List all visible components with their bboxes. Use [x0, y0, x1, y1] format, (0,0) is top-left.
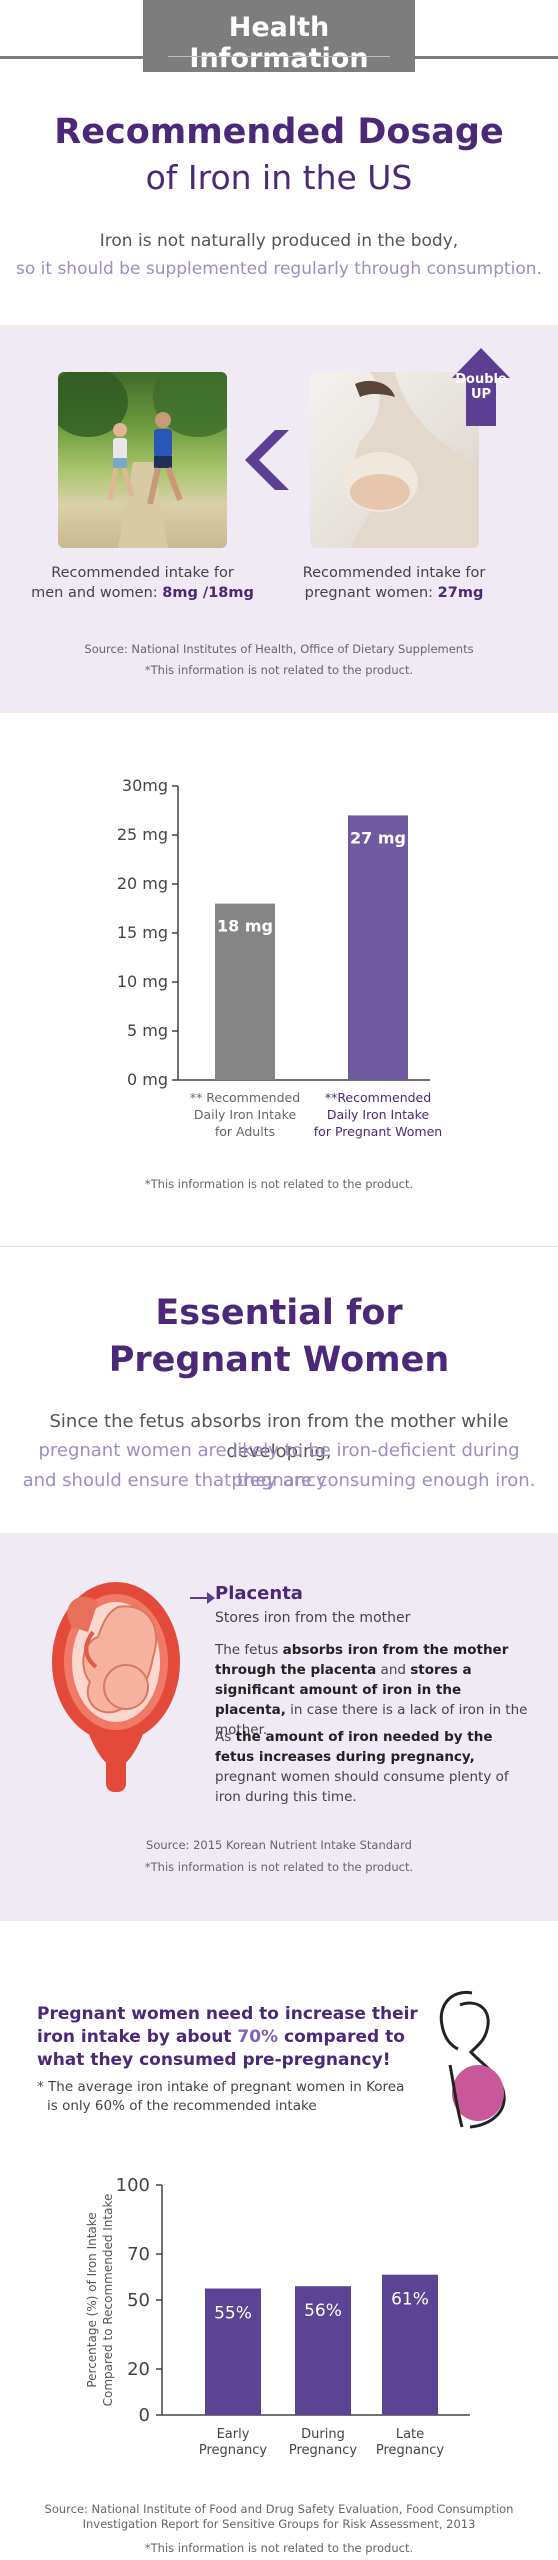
adult-caption-line2: men and women: 8mg /18mg	[31, 585, 254, 601]
pregnancy-iron-chart: 0 20 50 70 100 55% Early Pregnancy 56% During Preg…	[0, 2160, 558, 2480]
pregnant-woman-photo	[310, 372, 479, 548]
header-tab	[143, 0, 415, 72]
chart1-bar	[215, 903, 275, 1080]
pregnant-silhouette-icon	[420, 1985, 520, 2130]
chart2-y-tick-label: 0	[139, 2405, 150, 2426]
chart1-bar	[348, 815, 408, 1080]
placenta-pointer-arrow-icon	[207, 1592, 215, 1604]
increase-source-line1: Source: National Institute of Food and D…	[44, 2502, 514, 2516]
chart1-y-tick-label: 30mg	[122, 776, 168, 795]
placenta-pointer	[190, 1597, 212, 1599]
chart2-data-label: 55%	[214, 2304, 252, 2324]
placenta-subtitle: Stores iron from the mother	[215, 1610, 411, 1626]
uterus-fetus-illustration	[48, 1567, 188, 1797]
chart1-y-tick-label: 5 mg	[127, 1021, 168, 1040]
chart1-disclaimer: *This information is not related to the …	[144, 1177, 414, 1191]
chart1-y-tick-label: 20 mg	[117, 874, 168, 893]
pregnant-title-line1: Essential for	[155, 1293, 403, 1333]
chart2-y-axis-label-line2: Compared to Recommended Intake	[101, 2194, 115, 2407]
dosage-intro-line1: Iron is not naturally produced in the bo…	[99, 231, 459, 251]
double-up-badge-line2: UP	[470, 387, 492, 402]
preg-caption-line2: pregnant women: 27mg	[304, 585, 484, 601]
pregnant-intro-line2: pregnant women are likely to be iron-def…	[38, 1440, 520, 1491]
chart2-bar	[205, 2288, 261, 2415]
chart1-data-label: 18 mg	[217, 917, 273, 936]
chart1-y-tick-label: 0 mg	[127, 1070, 168, 1089]
iron-intake-chart: 0 mg 5 mg 10 mg 15 mg 20 mg 25 mg 30mg 18 mg ** …	[0, 770, 558, 1150]
chart1-category-label: Daily Iron Intake	[327, 1107, 430, 1122]
chart1-category-label: **Recommended	[325, 1090, 431, 1105]
chart2-category-label: Pregnancy	[199, 2443, 268, 2458]
section-divider	[0, 1246, 558, 1247]
placenta-source: Source: 2015 Korean Nutrient Intake Stan…	[146, 1838, 412, 1852]
preg-caption-line1: Recommended intake for	[302, 565, 486, 581]
chart2-data-label: 61%	[391, 2290, 429, 2310]
placenta-title: Placenta	[215, 1583, 303, 1604]
chart2-data-label: 56%	[304, 2301, 342, 2321]
page-title: Health Information	[189, 12, 369, 74]
placenta-paragraph-2: As the amount of iron needed by the fetu…	[215, 1729, 509, 1805]
placenta-disclaimer: *This information is not related to the …	[144, 1860, 414, 1874]
chart1-y-tick-label: 10 mg	[117, 972, 168, 991]
chart2-y-tick-label: 50	[127, 2290, 150, 2311]
chart1-category-label: Daily Iron Intake	[194, 1107, 297, 1122]
increase-note-line1: * The average iron intake of pregnant wo…	[37, 2079, 405, 2095]
chart1-category-label: ** Recommended	[190, 1090, 300, 1105]
pregnant-title-line2: Pregnant Women	[108, 1340, 450, 1380]
increase-note-line2: is only 60% of the recommended intake	[47, 2098, 317, 2114]
chart2-category-label: Pregnancy	[376, 2443, 445, 2458]
chart1-category-label: for Adults	[215, 1124, 275, 1139]
increase-source-line2: Investigation Report for Sensitive Group…	[82, 2517, 476, 2531]
chart2-y-tick-label: 20	[127, 2359, 150, 2380]
increase-headline: Pregnant women need to increase their ir…	[37, 2004, 418, 2070]
chart1-category-label: for Pregnant Women	[314, 1124, 442, 1139]
increase-disclaimer: *This information is not related to the …	[144, 2541, 414, 2555]
dosage-subtitle: of Iron in the US	[145, 158, 413, 197]
double-up-arrow-icon	[452, 348, 510, 426]
placenta-paragraph-1: The fetus absorbs iron from the mother t…	[215, 1642, 528, 1738]
adult-caption-line1: Recommended intake for	[51, 565, 234, 581]
chart2-category-label: Late	[396, 2427, 424, 2442]
dosage-intro-line2: so it should be supplemented regularly t…	[16, 259, 542, 279]
chart2-bar	[382, 2274, 438, 2415]
dosage-disclaimer: *This information is not related to the …	[144, 663, 414, 677]
chart2-category-label: Early	[217, 2427, 250, 2442]
chart2-y-tick-label: 100	[116, 2175, 150, 2196]
pregnant-intro-line1: Since the fetus absorbs iron from the mo…	[49, 1411, 509, 1462]
chart2-y-tick-label: 70	[127, 2244, 150, 2265]
dosage-source: Source: National Institutes of Health, O…	[84, 642, 474, 656]
running-couple-photo	[58, 372, 227, 548]
chart2-category-label: During	[301, 2427, 345, 2442]
chart2-category-label: Pregnancy	[289, 2443, 358, 2458]
chevron-left-icon	[245, 428, 290, 492]
chart1-y-tick-label: 25 mg	[117, 825, 168, 844]
dosage-title: Recommended Dosage	[54, 112, 504, 152]
chart1-data-label: 27 mg	[350, 828, 406, 847]
chart2-bar	[295, 2286, 351, 2415]
chart2-y-axis-label-line1: Percentage (%) of Iron Intake	[85, 2212, 99, 2387]
header-underline	[168, 56, 390, 57]
pregnant-intro-line3: and should ensure that they are consumin…	[22, 1470, 536, 1491]
double-up-badge-line1: Double	[455, 372, 507, 387]
chart1-y-tick-label: 15 mg	[117, 923, 168, 942]
